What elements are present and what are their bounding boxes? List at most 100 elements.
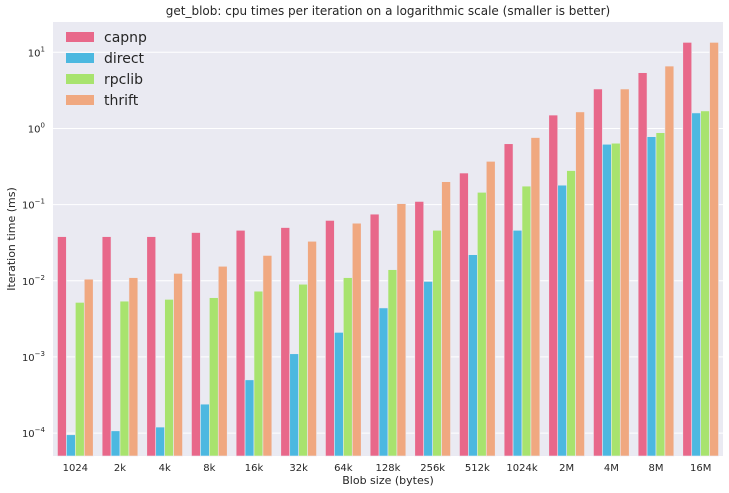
- bar-thrift-4M: [619, 88, 630, 457]
- bar-rpclib-1024: [75, 302, 85, 457]
- bar-direct-8k: [200, 403, 210, 457]
- bar-thrift-256k: [441, 181, 451, 457]
- bar-capnp-4M: [593, 88, 603, 457]
- x-tick-label: 1024: [63, 463, 88, 474]
- y-tick-exponent: 1: [41, 45, 45, 53]
- bar-thrift-2k: [128, 277, 139, 457]
- bar-rpclib-256k: [432, 229, 442, 457]
- bar-rpclib-32k: [298, 283, 308, 457]
- bar-capnp-8M: [637, 72, 648, 457]
- legend-swatch-thrift: [66, 95, 94, 105]
- bar-rpclib-2M: [566, 170, 576, 457]
- x-tick-label: 4M: [604, 463, 619, 474]
- bar-thrift-128k: [396, 203, 407, 457]
- bar-direct-16k: [244, 379, 255, 457]
- bar-capnp-8k: [191, 232, 201, 457]
- x-axis-label: Blob size (bytes): [342, 474, 434, 487]
- bar-thrift-1024k: [530, 137, 541, 457]
- bar-rpclib-1024k: [521, 185, 532, 457]
- bar-layer: [57, 42, 719, 457]
- bar-rpclib-512k: [477, 192, 487, 457]
- bar-direct-4M: [602, 143, 612, 457]
- bar-thrift-8k: [217, 265, 228, 457]
- bar-thrift-8M: [664, 65, 675, 457]
- x-tick-label: 16M: [690, 463, 711, 474]
- legend-swatch-capnp: [66, 32, 94, 42]
- y-tick-exponent: −4: [35, 426, 46, 434]
- legend: capnp direct rpclib thrift: [66, 30, 147, 109]
- bar-capnp-16M: [682, 42, 693, 457]
- bar-thrift-16k: [262, 255, 273, 457]
- x-tick-label: 2M: [559, 463, 574, 474]
- y-tick-label: 10−4: [22, 426, 46, 440]
- x-tick-labels: 1024 2k 4k 8k 16k 32k 64k 128k 256k 512k 1024k 2M 4M…: [63, 463, 712, 474]
- x-tick-label: 64k: [334, 463, 353, 474]
- y-tick-base: 10: [22, 429, 35, 440]
- bar-rpclib-8M: [655, 132, 666, 457]
- bar-capnp-32k: [280, 227, 291, 457]
- y-tick-label: 100: [28, 121, 45, 135]
- x-tick-label: 256k: [420, 463, 445, 474]
- y-tick-base: 10: [22, 201, 35, 212]
- legend-swatch-direct: [66, 53, 94, 63]
- bar-rpclib-128k: [387, 269, 398, 457]
- bar-capnp-16k: [235, 229, 246, 457]
- bar-direct-1024: [66, 434, 76, 457]
- y-tick-exponent: −3: [35, 350, 45, 358]
- bar-direct-2k: [110, 430, 121, 457]
- y-tick-base: 10: [22, 277, 35, 288]
- y-tick-exponent: −1: [35, 198, 45, 206]
- x-tick-label: 512k: [465, 463, 490, 474]
- y-tick-label: 101: [28, 45, 45, 59]
- chart-title: get_blob: cpu times per iteration on a l…: [166, 4, 610, 18]
- legend-label-direct: direct: [104, 51, 145, 67]
- bar-rpclib-2k: [119, 300, 130, 457]
- x-tick-label: 8M: [649, 463, 664, 474]
- bar-thrift-64k: [351, 222, 362, 457]
- legend-label-rpclib: rpclib: [104, 72, 143, 88]
- bar-direct-1024k: [512, 229, 523, 457]
- bar-capnp-1024k: [503, 143, 514, 457]
- bar-rpclib-64k: [343, 277, 353, 457]
- bar-thrift-16M: [709, 42, 719, 457]
- bar-rpclib-4M: [611, 142, 621, 457]
- y-tick-base: 10: [28, 48, 41, 59]
- bar-rpclib-16k: [253, 290, 264, 457]
- x-tick-label: 2k: [114, 463, 126, 474]
- bar-thrift-32k: [307, 240, 317, 457]
- y-tick-base: 10: [22, 353, 35, 364]
- bar-thrift-4k: [173, 273, 183, 457]
- bar-rpclib-4k: [164, 299, 174, 457]
- legend-label-capnp: capnp: [104, 30, 147, 46]
- bar-capnp-64k: [325, 220, 335, 457]
- y-tick-exponent: −2: [35, 274, 45, 282]
- bar-capnp-2M: [548, 114, 559, 457]
- bar-rpclib-8k: [209, 297, 219, 457]
- bar-thrift-512k: [485, 161, 496, 457]
- bar-direct-32k: [289, 353, 299, 457]
- y-tick-base: 10: [28, 124, 41, 135]
- legend-label-thrift: thrift: [104, 93, 139, 109]
- x-tick-label: 32k: [289, 463, 308, 474]
- y-tick-label: 10−1: [22, 198, 45, 212]
- x-tick-label: 1024k: [506, 463, 537, 474]
- bar-capnp-512k: [459, 172, 469, 457]
- bar-direct-256k: [423, 281, 433, 457]
- bar-direct-8M: [646, 136, 657, 457]
- bar-capnp-1024: [57, 236, 67, 457]
- legend-swatch-rpclib: [66, 74, 94, 84]
- bar-capnp-256k: [414, 201, 425, 457]
- bar-capnp-2k: [101, 236, 112, 457]
- y-tick-exponent: 0: [41, 121, 45, 129]
- y-axis-label: Iteration time (ms): [5, 187, 18, 291]
- x-tick-label: 4k: [159, 463, 171, 474]
- bar-thrift-1024: [83, 278, 94, 457]
- x-tick-label: 8k: [203, 463, 215, 474]
- bar-direct-2M: [557, 184, 567, 457]
- y-tick-label: 10−2: [22, 274, 45, 288]
- bar-capnp-128k: [369, 213, 380, 457]
- bar-direct-64k: [334, 332, 344, 457]
- y-tick-label: 10−3: [22, 350, 45, 364]
- bar-thrift-2M: [575, 111, 585, 457]
